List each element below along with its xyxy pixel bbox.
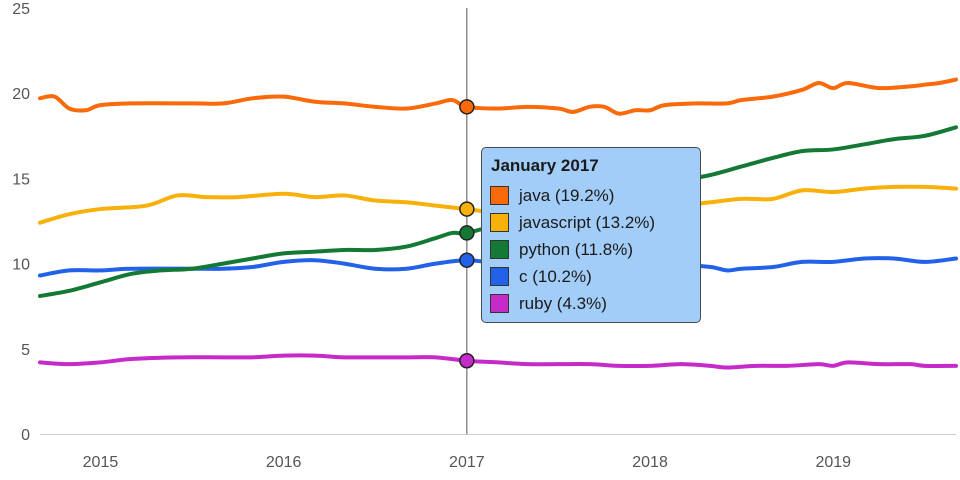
- x-tick-label: 2019: [815, 454, 851, 471]
- tooltip-row-ruby: ruby (4.3%): [490, 290, 692, 317]
- series-line-java: [38, 77, 958, 116]
- y-tick-label: 5: [21, 342, 30, 359]
- marker-c[interactable]: [459, 252, 475, 268]
- marker-java[interactable]: [459, 99, 475, 115]
- marker-javascript[interactable]: [459, 201, 475, 217]
- tooltip-title: January 2017: [491, 156, 599, 175]
- legend-swatch-c: [490, 267, 509, 286]
- tooltip-label-python: python (11.8%): [519, 239, 634, 259]
- y-axis-ticks: 0 5 10 15 20 25: [12, 1, 30, 444]
- x-tick-label: 2015: [83, 454, 119, 471]
- legend-swatch-ruby: [490, 294, 509, 313]
- y-tick-label: 0: [21, 427, 30, 444]
- highlight-markers: [459, 99, 475, 369]
- tooltip-label-c: c (10.2%): [519, 266, 592, 286]
- tooltip: January 2017 java (19.2%) javascript (13…: [481, 147, 701, 323]
- marker-ruby[interactable]: [459, 352, 475, 369]
- tooltip-label-java: java (19.2%): [519, 185, 615, 205]
- tooltip-row-c: c (10.2%): [490, 263, 692, 290]
- y-tick-label: 10: [12, 257, 30, 274]
- x-axis-ticks: 2015 2016 2017 2018 2019: [83, 454, 851, 471]
- y-tick-label: 25: [12, 1, 30, 18]
- legend-swatch-python: [490, 240, 509, 259]
- y-tick-label: 15: [12, 171, 30, 188]
- x-tick-label: 2017: [449, 454, 485, 471]
- x-tick-label: 2016: [266, 454, 302, 471]
- legend-swatch-java: [490, 186, 509, 205]
- x-tick-label: 2018: [632, 454, 668, 471]
- y-tick-label: 20: [12, 86, 30, 103]
- legend-swatch-javascript: [490, 213, 509, 232]
- marker-python[interactable]: [459, 225, 475, 241]
- tooltip-label-javascript: javascript (13.2%): [519, 212, 656, 232]
- tooltip-label-ruby: ruby (4.3%): [519, 293, 607, 313]
- tooltip-row-javascript: javascript (13.2%): [490, 209, 692, 236]
- series-line-ruby: [38, 353, 958, 370]
- tooltip-row-python: python (11.8%): [490, 236, 692, 263]
- tooltip-row-java: java (19.2%): [490, 182, 692, 209]
